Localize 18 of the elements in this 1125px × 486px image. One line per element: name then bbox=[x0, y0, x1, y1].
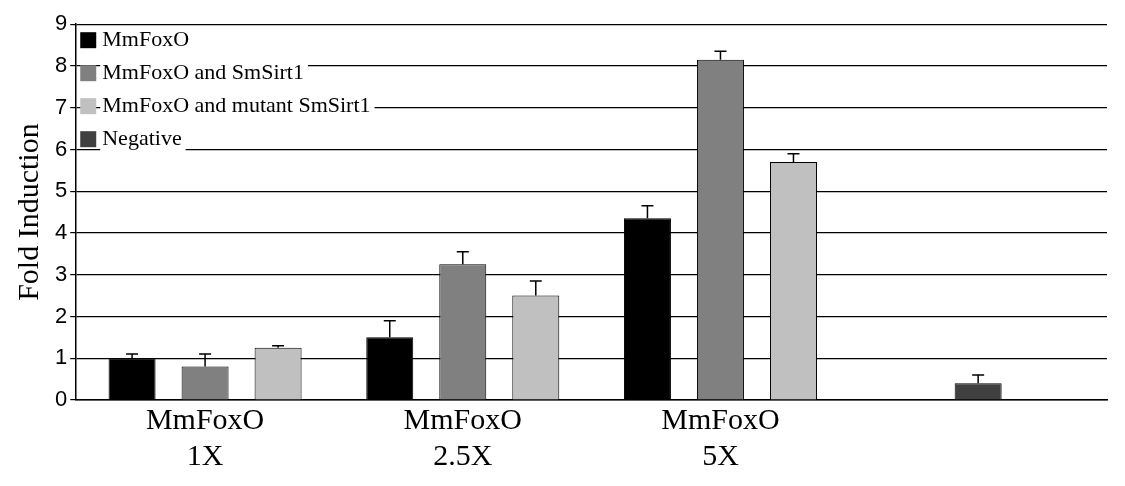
y-tick-label: 0 bbox=[54, 386, 68, 412]
legend-label: MmFoxO and mutant SmSirt1 bbox=[102, 91, 371, 117]
x-tick-label: MmFoxO 1X bbox=[145, 401, 265, 471]
legend-label: MmFoxO bbox=[102, 25, 190, 51]
y-tick-label: 7 bbox=[54, 93, 68, 119]
y-tick-label: 5 bbox=[54, 177, 68, 203]
y-axis-title: Fold Induction bbox=[10, 123, 44, 301]
legend-label: Negative bbox=[102, 124, 182, 150]
y-tick-label: 8 bbox=[54, 52, 68, 78]
y-tick-label: 4 bbox=[54, 219, 68, 245]
y-tick-label: 9 bbox=[54, 10, 68, 36]
x-tick-label: MmFoxO 5X bbox=[661, 401, 780, 471]
y-tick-label: 6 bbox=[54, 135, 68, 161]
x-tick-label: MmFoxO 2.5X bbox=[403, 401, 522, 471]
y-tick-label: 2 bbox=[54, 302, 68, 328]
legend-label: MmFoxO and SmSirt1 bbox=[102, 58, 304, 84]
y-tick-label: 3 bbox=[54, 260, 68, 286]
y-tick-label: 1 bbox=[54, 344, 68, 370]
